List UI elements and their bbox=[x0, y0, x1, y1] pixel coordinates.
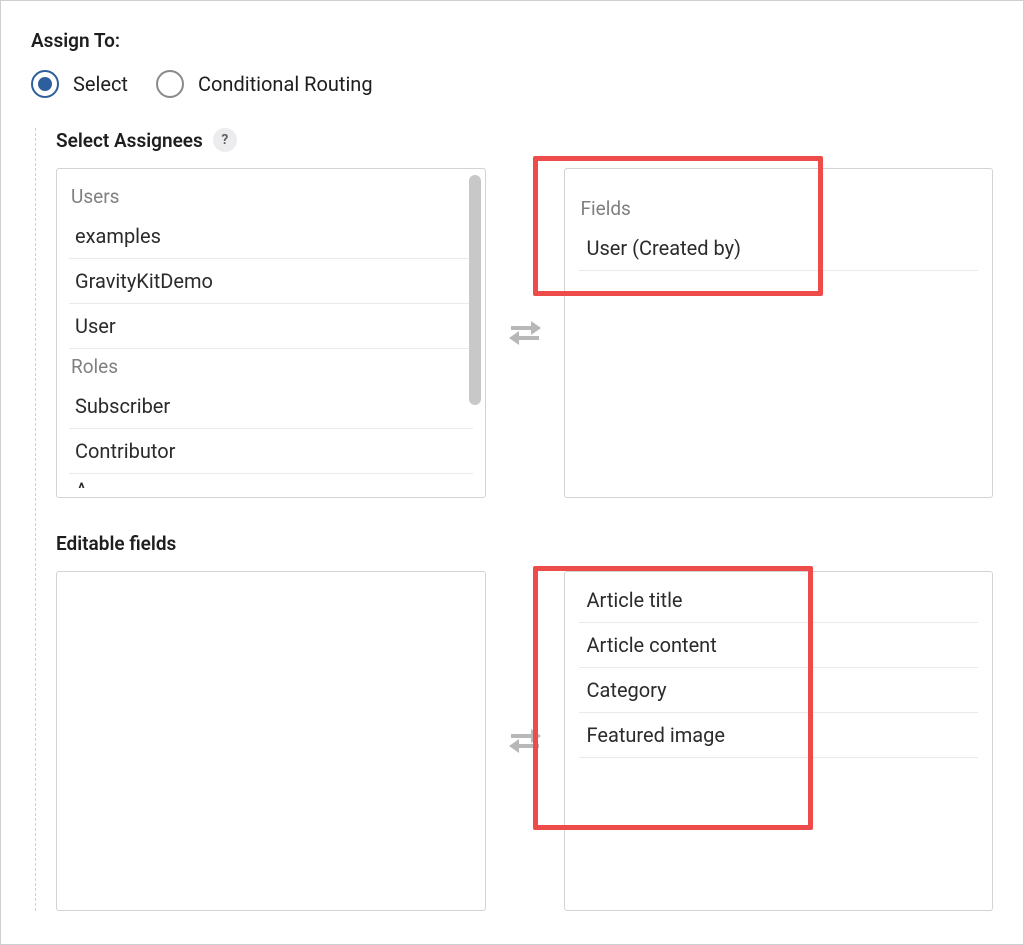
list-item[interactable]: Contributor bbox=[69, 429, 473, 474]
list-item[interactable]: Category bbox=[579, 668, 979, 713]
list-item[interactable]: User (Created by) bbox=[579, 226, 979, 271]
settings-frame: Assign To: Select Conditional Routing Se… bbox=[0, 0, 1024, 945]
editable-dual-list: Article title Article content Category F… bbox=[56, 571, 993, 911]
select-assignees-title: Select Assignees bbox=[56, 129, 203, 152]
editable-target-panel[interactable]: Article title Article content Category F… bbox=[564, 571, 994, 911]
help-icon[interactable]: ? bbox=[213, 128, 237, 152]
radio-conditional-routing[interactable]: Conditional Routing bbox=[156, 70, 373, 98]
group-fields-label: Fields bbox=[579, 191, 979, 226]
editable-fields-title: Editable fields bbox=[56, 532, 176, 555]
list-item[interactable]: Featured image bbox=[579, 713, 979, 758]
list-item[interactable]: Subscriber bbox=[69, 384, 473, 429]
assignees-target-panel[interactable]: Fields User (Created by) bbox=[564, 168, 994, 498]
list-item[interactable]: examples bbox=[69, 214, 473, 259]
assign-to-label: Assign To: bbox=[31, 29, 993, 52]
indented-settings: Select Assignees ? Users examples Gravit… bbox=[35, 128, 993, 911]
swap-arrows-icon bbox=[504, 318, 546, 348]
group-users-label: Users bbox=[69, 179, 473, 214]
select-assignees-header: Select Assignees ? bbox=[56, 128, 993, 152]
editable-fields-header: Editable fields bbox=[56, 532, 993, 555]
group-roles-label: Roles bbox=[69, 349, 473, 384]
radio-conditional-label: Conditional Routing bbox=[198, 72, 373, 96]
assignees-dual-list: Users examples GravityKitDemo User Roles… bbox=[56, 168, 993, 498]
list-item[interactable]: Article title bbox=[579, 578, 979, 623]
swap-arrows-icon bbox=[504, 726, 546, 756]
radio-select[interactable]: Select bbox=[31, 70, 128, 98]
list-item[interactable]: User bbox=[69, 304, 473, 349]
radio-select-label: Select bbox=[73, 72, 128, 96]
assign-mode-radio-group: Select Conditional Routing bbox=[31, 70, 993, 98]
scrollbar-thumb[interactable] bbox=[469, 175, 481, 405]
editable-source-panel[interactable] bbox=[56, 571, 486, 911]
list-item-truncated[interactable]: A bbox=[69, 474, 473, 488]
list-item[interactable]: GravityKitDemo bbox=[69, 259, 473, 304]
list-item[interactable]: Article content bbox=[579, 623, 979, 668]
radio-selected-icon bbox=[31, 70, 59, 98]
assignees-source-panel[interactable]: Users examples GravityKitDemo User Roles… bbox=[56, 168, 486, 498]
radio-unselected-icon bbox=[156, 70, 184, 98]
